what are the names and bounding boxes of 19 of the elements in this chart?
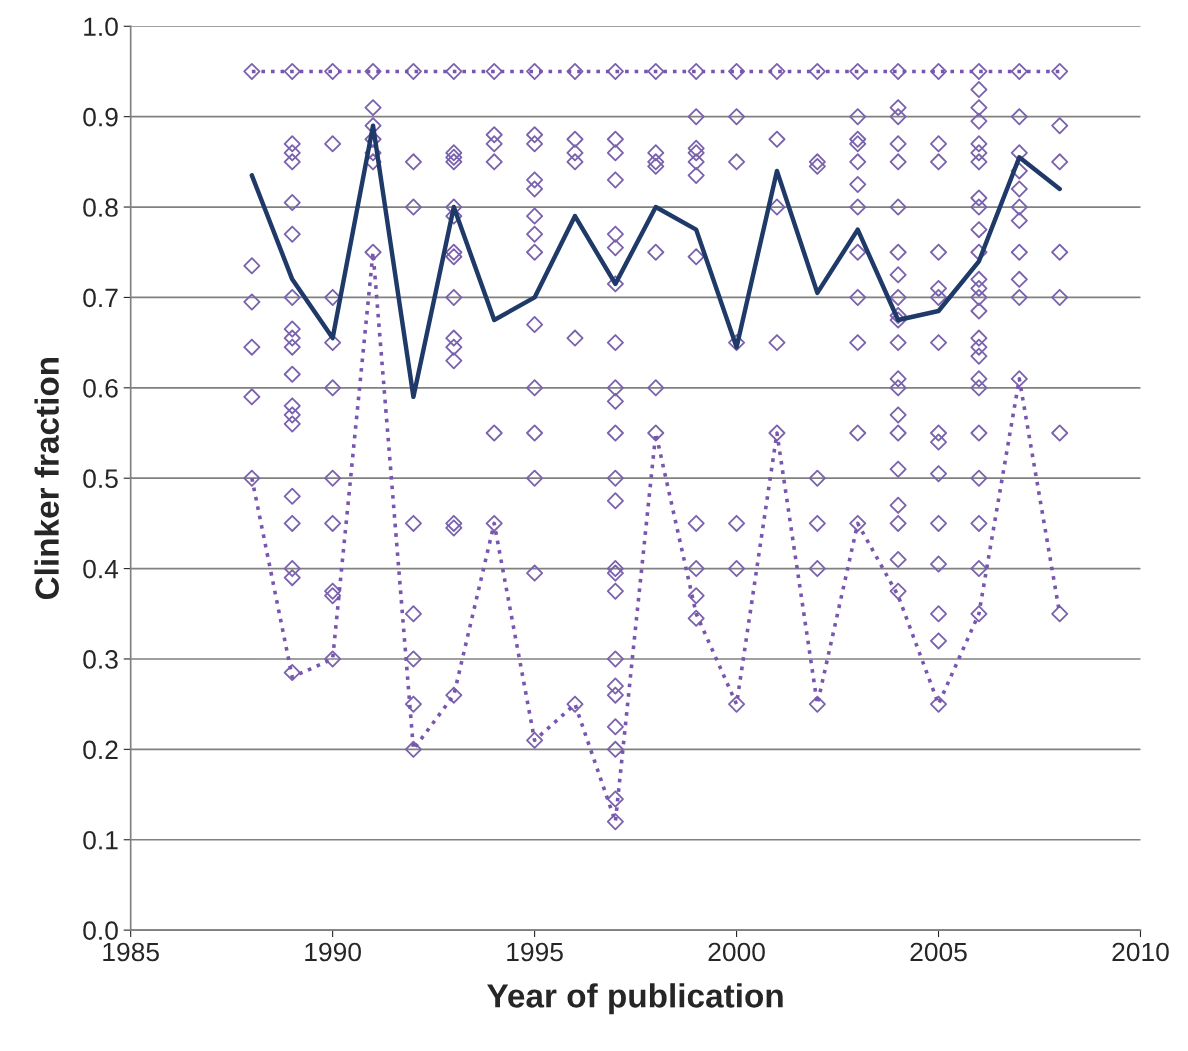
y-tick-label: 0.6 [83,378,118,398]
x-tick-label: 2005 [910,942,967,962]
x-tick-label: 2000 [708,942,765,962]
x-tick-label: 2010 [1112,942,1169,962]
y-tick-label: 0.5 [83,469,118,489]
x-tick-label: 1995 [507,942,563,962]
y-tick-label: 0.0 [83,921,118,940]
y-tick-label: 0.3 [83,650,118,669]
x-axis-title: Year of publication [487,983,783,1015]
y-tick-label: 0.2 [83,740,118,760]
x-tick-label: 1985 [103,942,159,962]
y-tick-label: 0.7 [83,288,118,308]
y-tick-label: 0.9 [83,107,118,127]
y-tick-label: 0.1 [83,830,118,850]
y-tick-label: 1.0 [84,17,118,37]
x-tick-label: 1990 [305,942,361,962]
y-tick-label: 0.8 [83,198,118,217]
y-axis-title: Clinker fraction [34,358,59,600]
y-tick-label: 0.4 [83,559,119,579]
